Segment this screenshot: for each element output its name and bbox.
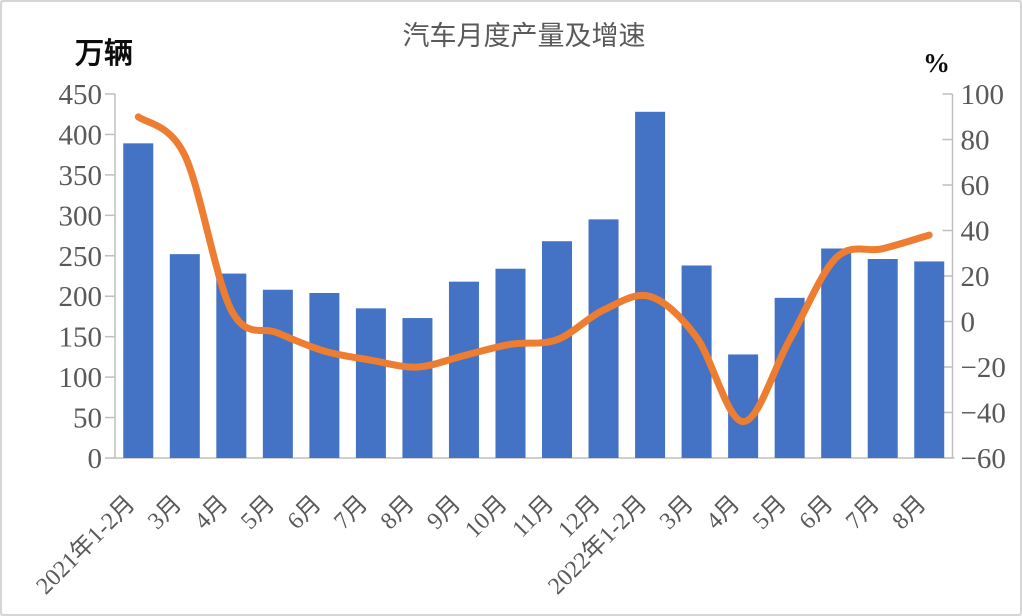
production-bar <box>216 273 247 458</box>
left-axis-tick-label: 450 <box>59 79 103 111</box>
production-bar <box>867 259 898 458</box>
right-axis-tick-label: −60 <box>961 443 1006 475</box>
left-axis-tick-label: 400 <box>59 119 103 151</box>
left-axis-tick-label: 0 <box>88 443 103 475</box>
left-axis-tick-label: 250 <box>59 241 103 273</box>
left-axis-tick-label: 150 <box>59 322 103 354</box>
x-axis-label: 7月 <box>841 491 885 535</box>
right-axis-tick-label: 100 <box>961 79 1005 111</box>
left-axis-tick-label: 350 <box>59 160 103 192</box>
left-axis-unit-label: 万辆 <box>75 38 134 70</box>
production-bar <box>355 308 386 458</box>
x-axis-label: 5月 <box>236 491 280 535</box>
right-axis-tick-label: −40 <box>961 398 1006 430</box>
production-bar <box>123 143 154 458</box>
production-bar <box>169 254 200 458</box>
chart-title: 汽车月度产量及增速 <box>402 21 646 51</box>
x-axis-label: 6月 <box>283 491 327 535</box>
production-bar <box>495 268 526 458</box>
production-bar <box>448 281 479 458</box>
x-axis-label: 9月 <box>422 491 466 535</box>
x-axis-label: 2021年1-2月 <box>31 490 141 600</box>
production-bar <box>728 354 759 458</box>
growth-rate-line <box>134 113 933 426</box>
right-axis-tick-label: 60 <box>961 170 990 202</box>
right-axis-tick-label: 20 <box>961 261 990 293</box>
x-axis-label: 4月 <box>702 491 746 535</box>
x-axis-label: 11月 <box>508 491 560 543</box>
x-axis-label: 5月 <box>748 491 792 535</box>
right-axis-tick-label: −20 <box>961 352 1006 384</box>
production-bar <box>309 292 340 458</box>
left-axis-tick-label: 300 <box>59 200 103 232</box>
production-bar <box>821 248 852 458</box>
x-axis-label: 8月 <box>376 491 420 535</box>
production-bar <box>588 219 619 458</box>
production-bar <box>402 318 433 458</box>
x-axis-label: 3月 <box>143 491 187 535</box>
right-axis-tick-label: 0 <box>961 307 976 339</box>
x-axis-label: 8月 <box>888 491 932 535</box>
production-bar <box>914 261 945 458</box>
left-axis-tick-label: 50 <box>73 403 102 435</box>
left-axis-tick-label: 200 <box>59 281 103 313</box>
production-bar <box>635 111 666 458</box>
x-axis-label: 6月 <box>795 491 839 535</box>
x-axis-label: 3月 <box>655 491 699 535</box>
production-bar <box>542 241 573 458</box>
x-axis-label: 7月 <box>329 491 373 535</box>
x-axis-label: 10月 <box>460 491 512 543</box>
left-axis-tick-label: 100 <box>59 362 103 394</box>
production-bar <box>262 289 293 458</box>
right-axis-unit-label: % <box>923 48 950 78</box>
right-axis-tick-label: 80 <box>961 125 990 157</box>
x-axis-label: 4月 <box>190 491 234 535</box>
right-axis-tick-label: 40 <box>961 216 990 248</box>
